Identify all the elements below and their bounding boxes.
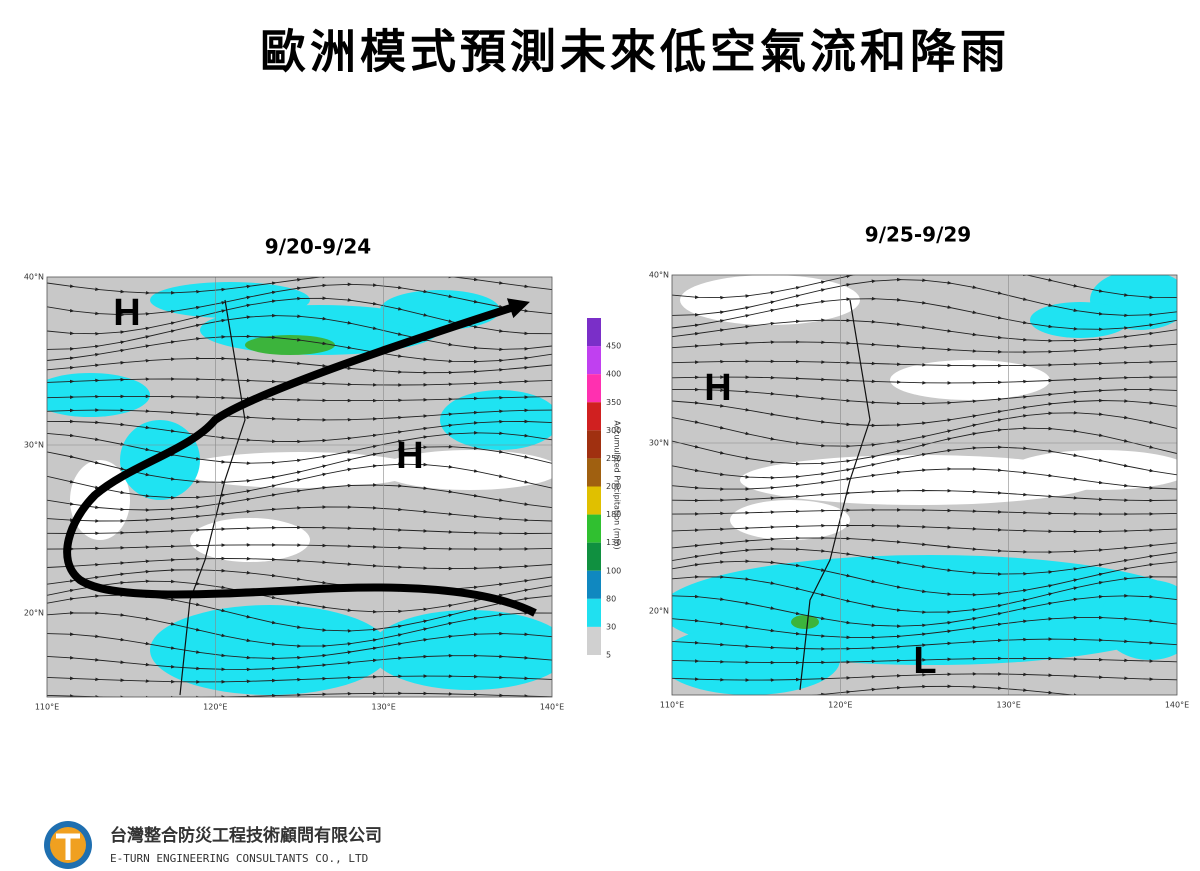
colorbar-cell	[587, 514, 601, 543]
colorbar-label: 300	[606, 426, 621, 435]
colorbar-cell	[587, 318, 601, 347]
colorbar-label: 250	[606, 454, 621, 463]
streamline	[672, 467, 1177, 491]
colorbar-cell	[587, 542, 601, 571]
lon-label: 110°E	[660, 701, 684, 710]
dry-area	[70, 460, 130, 540]
map	[672, 275, 1177, 695]
streamline	[672, 359, 1177, 368]
colorbar-cell	[587, 430, 601, 459]
streamline	[672, 656, 1177, 665]
streamline	[672, 508, 1177, 516]
streamline	[47, 691, 552, 697]
streamline	[672, 488, 1177, 503]
rain-area	[380, 290, 500, 330]
dry-area	[190, 518, 310, 562]
lon-label: 130°E	[997, 701, 1021, 710]
colorbar-title: Accumulated Precipitation (mm)	[613, 420, 622, 549]
colorbar-label: 30	[606, 622, 616, 631]
colorbar-label: 350	[606, 398, 621, 407]
rain-area	[1100, 580, 1177, 660]
lon-label: 120°E	[828, 701, 852, 710]
dry-area	[730, 500, 850, 540]
colorbar-label: 5	[606, 651, 611, 660]
colorbar-label: 80	[606, 594, 616, 603]
colorbar-cell	[587, 374, 601, 403]
slide-title: 歐洲模式預測未來低空氣流和降雨	[260, 25, 1010, 79]
lat-label: 40°N	[24, 273, 44, 282]
map	[47, 277, 552, 697]
streamline	[672, 637, 1177, 651]
lat-label: 30°N	[649, 439, 669, 448]
streamline	[672, 318, 1177, 343]
logo	[44, 821, 92, 869]
coastline	[179, 299, 246, 696]
streamline	[47, 505, 552, 523]
pressure-system: H	[396, 435, 423, 477]
colorbar-cell	[587, 458, 601, 487]
colorbar-label: 130	[606, 538, 621, 547]
coastline	[799, 299, 871, 691]
lon-label: 120°E	[203, 703, 227, 712]
lat-label: 20°N	[649, 607, 669, 616]
colorbar-label: 100	[606, 566, 621, 575]
colorbar-cell	[587, 402, 601, 431]
colorbar	[587, 318, 601, 655]
streamline	[672, 523, 1177, 534]
company-name-en: E-TURN ENGINEERING CONSULTANTS CO., LTD	[110, 852, 368, 865]
lat-label: 30°N	[24, 441, 44, 450]
lon-label: 110°E	[35, 703, 59, 712]
rain-area	[1030, 302, 1130, 338]
streamline	[47, 525, 552, 536]
streamline	[672, 375, 1177, 385]
streamline	[47, 543, 552, 551]
panel-date: 9/25-9/29	[865, 223, 971, 247]
streamline	[672, 672, 1177, 682]
colorbar-label: 450	[606, 342, 621, 351]
lat-label: 20°N	[24, 609, 44, 618]
map-frame	[46, 276, 553, 698]
colorbar-label: 400	[606, 370, 621, 379]
dry-area	[680, 275, 860, 325]
pressure-system: L	[913, 640, 936, 682]
colorbar-cell	[587, 570, 601, 599]
flow-arrow	[63, 298, 537, 617]
colorbar-cell	[587, 346, 601, 375]
streamline	[47, 408, 552, 422]
streamline	[47, 356, 552, 375]
streamline	[47, 674, 552, 684]
streamline	[695, 684, 1155, 695]
streamline	[47, 394, 552, 403]
colorbar-cell	[587, 626, 601, 655]
company-name: 台灣整合防災工程技術顧問有限公司	[110, 825, 382, 846]
streamline	[672, 615, 1177, 640]
colorbar-label: 200	[606, 482, 621, 491]
dry-area	[1010, 450, 1177, 490]
colorbar-cell	[587, 598, 601, 627]
pressure-system: H	[704, 367, 731, 409]
lat-label: 40°N	[649, 271, 669, 280]
pressure-system: H	[113, 292, 140, 334]
map-frame	[671, 274, 1178, 696]
panel-date: 9/20-9/24	[265, 235, 371, 259]
lon-label: 140°E	[540, 703, 564, 712]
lon-label: 140°E	[1165, 701, 1189, 710]
colorbar-label: 180	[606, 510, 621, 519]
heavy-rain-area	[245, 335, 335, 355]
colorbar-cell	[587, 486, 601, 515]
lon-label: 130°E	[372, 703, 396, 712]
streamline	[47, 653, 552, 672]
streamline	[672, 340, 1177, 354]
rain-area	[370, 610, 552, 690]
